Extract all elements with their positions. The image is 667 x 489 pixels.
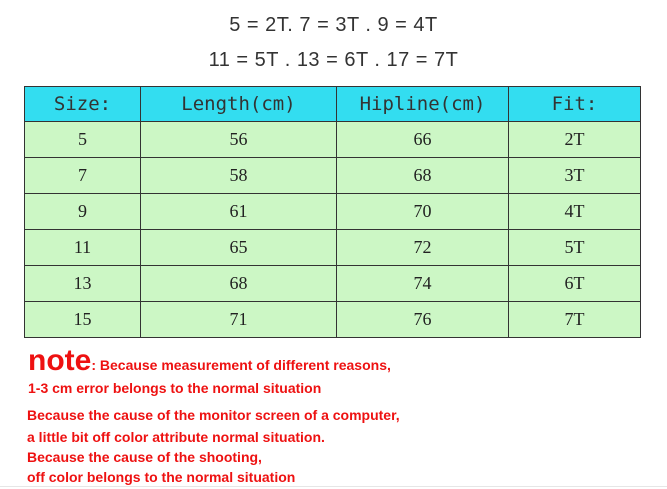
size-chart-table: Size: Length(cm) Hipline(cm) Fit: 5 56 6… bbox=[24, 86, 641, 338]
header-hipline: Hipline(cm) bbox=[336, 86, 509, 122]
note-text-line-1: : Because measurement of different reaso… bbox=[91, 357, 391, 373]
cell-size: 9 bbox=[24, 193, 141, 230]
cell-fit: 2T bbox=[508, 121, 641, 158]
header-size: Size: bbox=[24, 86, 141, 122]
cell-hipline: 68 bbox=[336, 157, 509, 194]
table-header-row: Size: Length(cm) Hipline(cm) Fit: bbox=[24, 86, 641, 122]
table-row: 15 71 76 7T bbox=[24, 301, 641, 338]
cell-length: 65 bbox=[140, 229, 337, 266]
table-row: 9 61 70 4T bbox=[24, 193, 641, 230]
cell-size: 15 bbox=[24, 301, 141, 338]
cell-size: 13 bbox=[24, 265, 141, 302]
cell-length: 61 bbox=[140, 193, 337, 230]
note-heading: note: Because measurement of different r… bbox=[28, 346, 391, 376]
table-row: 5 56 66 2T bbox=[24, 121, 641, 158]
size-mapping-line-2: 11 = 5T . 13 = 6T . 17 = 7T bbox=[208, 49, 459, 71]
disclaimer-line-1: Because the cause of the monitor screen … bbox=[27, 407, 400, 423]
table-row: 11 65 72 5T bbox=[24, 229, 641, 266]
header-length: Length(cm) bbox=[140, 86, 337, 122]
cell-size: 7 bbox=[24, 157, 141, 194]
cell-hipline: 76 bbox=[336, 301, 509, 338]
cell-length: 68 bbox=[140, 265, 337, 302]
cell-length: 71 bbox=[140, 301, 337, 338]
disclaimer-line-4: off color belongs to the normal situatio… bbox=[27, 469, 296, 485]
bottom-divider bbox=[0, 486, 667, 487]
cell-fit: 4T bbox=[508, 193, 641, 230]
disclaimer-line-2: a little bit off color attribute normal … bbox=[27, 429, 325, 445]
table-row: 13 68 74 6T bbox=[24, 265, 641, 302]
cell-fit: 3T bbox=[508, 157, 641, 194]
size-mapping-line-1: 5 = 2T. 7 = 3T . 9 = 4T bbox=[229, 14, 438, 36]
note-text-line-2: 1-3 cm error belongs to the normal situa… bbox=[28, 380, 322, 396]
cell-hipline: 66 bbox=[336, 121, 509, 158]
header-fit: Fit: bbox=[508, 86, 641, 122]
cell-length: 58 bbox=[140, 157, 337, 194]
note-label: note bbox=[28, 344, 92, 377]
cell-fit: 5T bbox=[508, 229, 641, 266]
cell-length: 56 bbox=[140, 121, 337, 158]
table-row: 7 58 68 3T bbox=[24, 157, 641, 194]
cell-fit: 6T bbox=[508, 265, 641, 302]
cell-size: 5 bbox=[24, 121, 141, 158]
disclaimer-line-3: Because the cause of the shooting, bbox=[27, 449, 262, 465]
cell-size: 11 bbox=[24, 229, 141, 266]
cell-hipline: 74 bbox=[336, 265, 509, 302]
cell-hipline: 70 bbox=[336, 193, 509, 230]
cell-hipline: 72 bbox=[336, 229, 509, 266]
cell-fit: 7T bbox=[508, 301, 641, 338]
